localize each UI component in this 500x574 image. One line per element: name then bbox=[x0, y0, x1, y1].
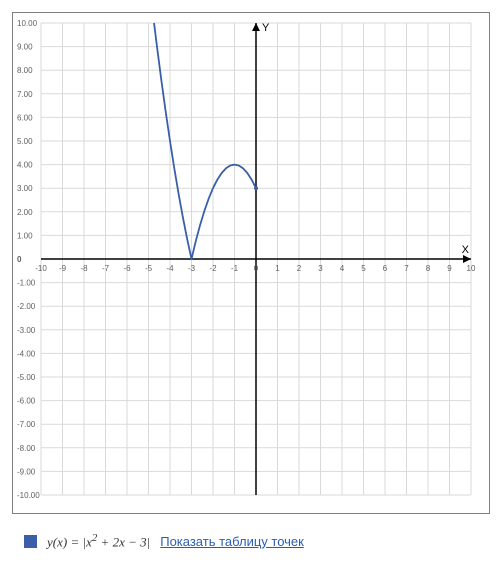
svg-text:-2.00: -2.00 bbox=[17, 302, 36, 311]
svg-text:-1.00: -1.00 bbox=[17, 279, 36, 288]
svg-text:10: 10 bbox=[467, 264, 476, 273]
svg-text:10.00: 10.00 bbox=[17, 19, 38, 28]
svg-text:2: 2 bbox=[297, 264, 302, 273]
svg-text:8.00: 8.00 bbox=[17, 66, 33, 75]
svg-text:-4.00: -4.00 bbox=[17, 349, 36, 358]
svg-text:-10.00: -10.00 bbox=[17, 491, 40, 500]
svg-text:5: 5 bbox=[361, 264, 366, 273]
svg-text:0: 0 bbox=[17, 255, 22, 264]
legend-formula: y(x) = |x2 + 2x − 3| bbox=[47, 532, 150, 550]
svg-text:-9: -9 bbox=[59, 264, 67, 273]
svg-text:X: X bbox=[462, 244, 470, 256]
svg-text:9.00: 9.00 bbox=[17, 43, 33, 52]
svg-text:6: 6 bbox=[383, 264, 388, 273]
svg-text:-10: -10 bbox=[35, 264, 47, 273]
svg-text:-9.00: -9.00 bbox=[17, 467, 36, 476]
svg-text:5.00: 5.00 bbox=[17, 137, 33, 146]
svg-text:-7.00: -7.00 bbox=[17, 420, 36, 429]
svg-text:3: 3 bbox=[318, 264, 323, 273]
svg-text:3.00: 3.00 bbox=[17, 184, 33, 193]
svg-text:-4: -4 bbox=[166, 264, 174, 273]
svg-text:-7: -7 bbox=[102, 264, 110, 273]
svg-text:8: 8 bbox=[426, 264, 431, 273]
legend-swatch bbox=[24, 535, 37, 548]
svg-text:4.00: 4.00 bbox=[17, 161, 33, 170]
svg-text:4: 4 bbox=[340, 264, 345, 273]
chart-container: XY-10-9-8-7-6-5-4-3-2-101234567891010.00… bbox=[12, 12, 490, 514]
svg-text:-3: -3 bbox=[188, 264, 196, 273]
svg-text:7: 7 bbox=[404, 264, 409, 273]
svg-text:7.00: 7.00 bbox=[17, 90, 33, 99]
svg-text:-2: -2 bbox=[209, 264, 217, 273]
svg-text:2.00: 2.00 bbox=[17, 208, 33, 217]
svg-text:-3.00: -3.00 bbox=[17, 326, 36, 335]
svg-text:-5: -5 bbox=[145, 264, 153, 273]
svg-text:-1: -1 bbox=[231, 264, 239, 273]
svg-text:-6: -6 bbox=[123, 264, 131, 273]
svg-text:-6.00: -6.00 bbox=[17, 397, 36, 406]
chart-svg: XY-10-9-8-7-6-5-4-3-2-101234567891010.00… bbox=[13, 13, 489, 513]
svg-text:Y: Y bbox=[262, 22, 270, 34]
svg-text:-8.00: -8.00 bbox=[17, 444, 36, 453]
toggle-table-link[interactable]: Показать таблицу точек bbox=[160, 534, 304, 549]
svg-text:1.00: 1.00 bbox=[17, 231, 33, 240]
svg-text:0: 0 bbox=[254, 264, 259, 273]
svg-text:1: 1 bbox=[275, 264, 280, 273]
legend-row: y(x) = |x2 + 2x − 3| Показать таблицу то… bbox=[12, 532, 488, 550]
svg-text:-8: -8 bbox=[80, 264, 88, 273]
svg-text:6.00: 6.00 bbox=[17, 113, 33, 122]
svg-text:9: 9 bbox=[447, 264, 452, 273]
svg-text:-5.00: -5.00 bbox=[17, 373, 36, 382]
